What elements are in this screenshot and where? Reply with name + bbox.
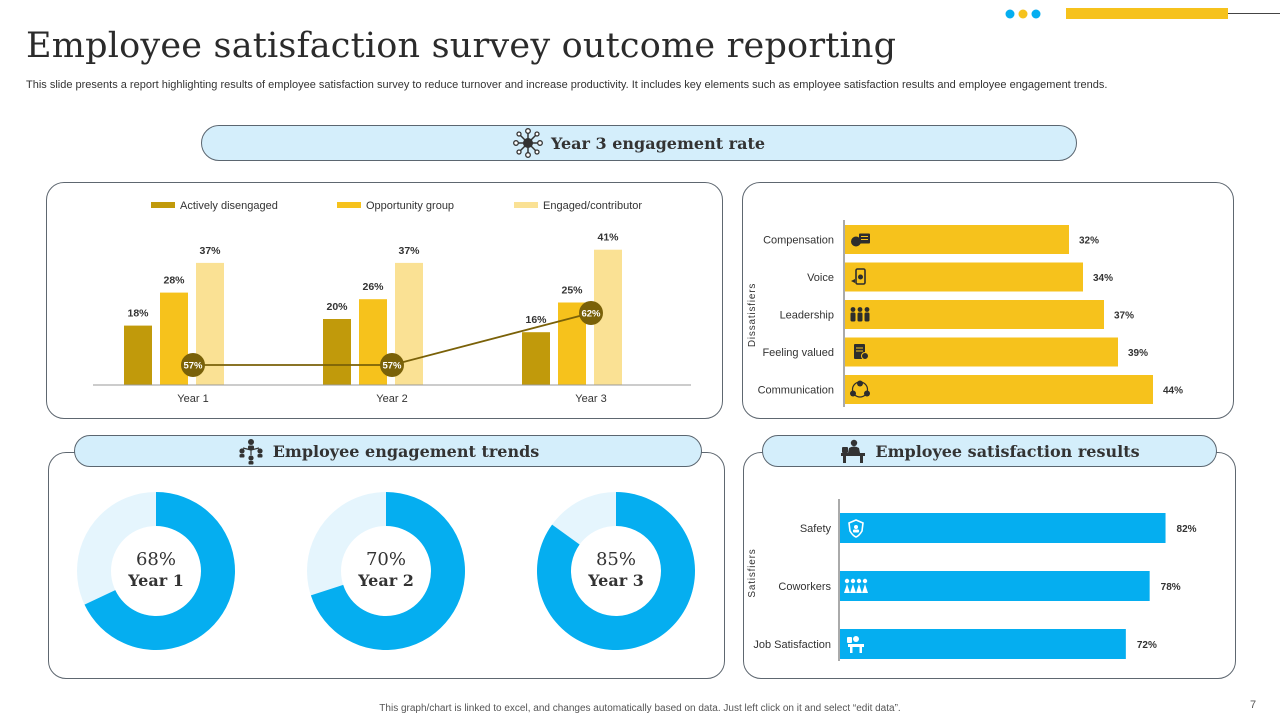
- donut-slice-year-1: [84, 492, 235, 650]
- bar-label-actively-disengaged-year-2: 20%: [326, 301, 348, 313]
- bar-communication: [845, 375, 1153, 404]
- engagement-trends-title: Employee engagement trends: [272, 441, 540, 461]
- legend-swatch-actively-disengaged: [151, 202, 175, 208]
- network-icon: [513, 128, 543, 158]
- bar-feeling-valued: [845, 337, 1118, 367]
- value-label-voice: 34%: [1093, 273, 1113, 284]
- engagement-rate-label-year-3: 62%: [581, 309, 601, 320]
- value-label-feeling-valued: 39%: [1128, 348, 1148, 359]
- satisfaction-header: Employee satisfaction results: [762, 435, 1217, 467]
- job-satisfaction-icon: [847, 636, 864, 653]
- donut-label-year-3: Year 3: [588, 571, 644, 590]
- category-label-communication: Communication: [758, 385, 834, 397]
- bar-label-actively-disengaged-year-1: 18%: [127, 308, 149, 320]
- category-label-safety: Safety: [800, 523, 832, 535]
- donut-center-year-3: 85% Year 3: [571, 549, 661, 591]
- engagement-rate-label-year-1: 57%: [183, 361, 203, 372]
- page-title: Employee satisfaction survey outcome rep…: [26, 26, 897, 66]
- engagement-trends-chart: [77, 492, 696, 650]
- bar-label-opportunity-group-year-1: 28%: [163, 275, 185, 287]
- decor-dot-blue: [1005, 9, 1015, 19]
- document-award-icon: [854, 344, 869, 360]
- people-hierarchy-icon: [239, 439, 263, 465]
- bar-safety: [840, 513, 1166, 543]
- donut-slice-year-3: [537, 492, 696, 650]
- phone-voice-icon: [851, 268, 866, 285]
- engagement-trends-header: Employee engagement trends: [74, 435, 702, 467]
- bar-leadership: [845, 300, 1104, 329]
- satisfiers-axis-label: Satisfiers: [747, 548, 758, 597]
- decor-dot-yellow: [1018, 9, 1028, 19]
- bar-label-engaged-contributor-year-3: 41%: [597, 232, 619, 244]
- footer-note: This graph/chart is linked to excel, and…: [379, 703, 901, 714]
- engagement-rate-marker-year-2: [380, 353, 404, 377]
- legend-label-opportunity-group: Opportunity group: [366, 200, 454, 212]
- engagement-rate-label-year-2: 57%: [382, 361, 402, 372]
- engagement-rate-title: Year 3 engagement rate: [550, 133, 766, 153]
- decor-bar: [1066, 8, 1228, 19]
- donut-label-year-1: Year 1: [128, 571, 184, 590]
- bar-voice: [845, 262, 1083, 292]
- donut-center-year-1: 68% Year 1: [111, 549, 201, 591]
- satisfaction-title: Employee satisfaction results: [875, 441, 1140, 461]
- donut-value-year-3: 85%: [595, 549, 636, 570]
- value-label-job-satisfaction: 72%: [1137, 640, 1157, 651]
- legend-label-engaged-contributor: Engaged/contributor: [543, 200, 642, 212]
- bar-label-actively-disengaged-year-3: 16%: [525, 314, 547, 326]
- coworkers-icon: [844, 578, 868, 593]
- value-label-leadership: 37%: [1114, 311, 1134, 322]
- category-label-voice: Voice: [807, 272, 834, 284]
- dissatisfiers-axis-label: Dissatisfiers: [747, 283, 758, 347]
- legend-swatch-engaged-contributor: [514, 202, 538, 208]
- team-icon: [850, 307, 870, 322]
- category-label-feeling-valued: Feeling valued: [762, 347, 834, 359]
- bar-actively-disengaged-year-3: [522, 332, 550, 385]
- engagement-rate-chart: Actively disengaged Opportunity group Enga…: [93, 200, 691, 405]
- bar-compensation: [845, 225, 1069, 254]
- bar-label-opportunity-group-year-2: 26%: [362, 281, 384, 293]
- header-decoration: [1005, 8, 1280, 19]
- desk-worker-icon: [841, 439, 866, 463]
- bar-label-engaged-contributor-year-1: 37%: [199, 245, 221, 257]
- bar-actively-disengaged-year-2: [323, 319, 351, 385]
- x-tick-year-3: Year 3: [575, 393, 606, 405]
- bar-actively-disengaged-year-1: [124, 325, 152, 385]
- value-label-coworkers: 78%: [1161, 582, 1181, 593]
- satisfiers-chart: Satisfiers Safety 82% Coworkers 78% Job Satis…: [747, 499, 1197, 661]
- donut-value-year-1: 68%: [135, 549, 176, 570]
- bar-label-engaged-contributor-year-2: 37%: [398, 245, 420, 257]
- value-label-compensation: 32%: [1079, 236, 1099, 247]
- money-icon: [851, 233, 870, 247]
- bar-coworkers: [840, 571, 1150, 601]
- category-label-compensation: Compensation: [763, 235, 834, 247]
- engagement-rate-marker-year-1: [181, 353, 205, 377]
- bar-label-opportunity-group-year-3: 25%: [561, 285, 583, 297]
- legend-swatch-opportunity-group: [337, 202, 361, 208]
- donut-value-year-2: 70%: [365, 549, 406, 570]
- page-subtitle: This slide presents a report highlightin…: [26, 79, 1108, 91]
- value-label-communication: 44%: [1163, 386, 1183, 397]
- donut-center-year-2: 70% Year 2: [341, 549, 431, 591]
- category-label-job-satisfaction: Job Satisfaction: [753, 639, 831, 651]
- category-label-coworkers: Coworkers: [778, 581, 831, 593]
- decor-dot-blue-2: [1031, 9, 1041, 19]
- x-tick-year-1: Year 1: [177, 393, 208, 405]
- dissatisfiers-chart: Dissatisfiers Compensation 32% Voice 34% Lead…: [747, 220, 1183, 407]
- donut-label-year-2: Year 2: [358, 571, 414, 590]
- donut-slice-year-2: [310, 492, 465, 650]
- legend-label-actively-disengaged: Actively disengaged: [180, 200, 278, 212]
- bar-job-satisfaction: [840, 629, 1126, 659]
- communication-icon: [850, 380, 870, 398]
- shield-icon: [848, 519, 864, 538]
- engagement-rate-header: Year 3 engagement rate: [201, 125, 1077, 161]
- engagement-rate-marker-year-3: [579, 301, 603, 325]
- x-tick-year-2: Year 2: [376, 393, 407, 405]
- category-label-leadership: Leadership: [780, 310, 834, 322]
- value-label-safety: 82%: [1177, 524, 1197, 535]
- page-number: 7: [1250, 699, 1257, 711]
